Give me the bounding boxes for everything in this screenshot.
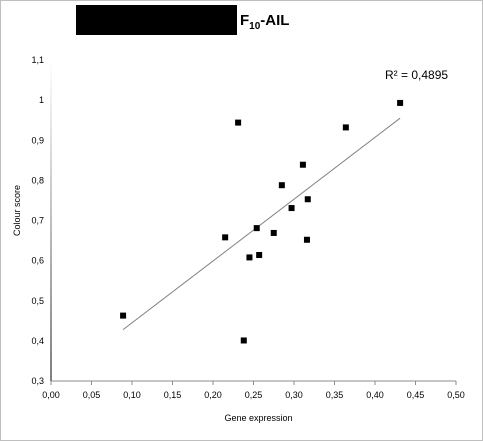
data-point xyxy=(240,337,247,344)
title-subscript: 10 xyxy=(249,21,261,32)
y-tick-label: 0,3 xyxy=(31,376,44,386)
data-point xyxy=(253,225,260,232)
y-tick-label: 0,9 xyxy=(31,135,44,145)
y-axis-line xyxy=(50,60,52,381)
y-tick-label: 1 xyxy=(39,95,44,105)
y-tick-label: 0,7 xyxy=(31,216,44,226)
x-tick-label: 0,35 xyxy=(326,390,344,400)
data-point xyxy=(235,119,242,126)
data-point xyxy=(256,252,263,259)
x-tick-label: 0,40 xyxy=(366,390,384,400)
x-tick-label: 0,10 xyxy=(123,390,141,400)
x-tick-label: 0,25 xyxy=(245,390,263,400)
x-axis-title: Gene expression xyxy=(224,413,292,423)
x-tick-label: 0,30 xyxy=(285,390,303,400)
chart-title: F10-AIL xyxy=(240,12,289,32)
x-tick-label: 0,05 xyxy=(83,390,101,400)
data-point xyxy=(278,182,285,189)
r-squared-label: R² = 0,4895 xyxy=(385,68,448,82)
data-points xyxy=(120,99,404,344)
data-point xyxy=(222,234,229,241)
x-tick-label: 0,50 xyxy=(447,390,465,400)
data-point xyxy=(304,196,311,203)
y-tick-label: 0,8 xyxy=(31,175,44,185)
y-tick-label: 0,6 xyxy=(31,256,44,266)
y-tick-label: 1,1 xyxy=(31,55,44,65)
y-axis-title: Colour score xyxy=(12,185,22,236)
title-base: F xyxy=(240,12,250,29)
data-point xyxy=(120,312,127,319)
data-point xyxy=(299,161,306,168)
y-tick-label: 0,4 xyxy=(31,336,44,346)
data-point xyxy=(270,229,277,236)
data-point xyxy=(397,99,404,106)
data-point xyxy=(246,254,253,261)
y-tick-label: 0,5 xyxy=(31,296,44,306)
x-tick-label: 0,20 xyxy=(204,390,222,400)
data-point xyxy=(303,236,310,243)
data-point xyxy=(342,124,349,131)
x-tick-label: 0,45 xyxy=(407,390,425,400)
y-axis: 0,3 0,4 0,5 0,6 0,7 0,8 0,9 1 1,1 xyxy=(31,55,52,386)
x-tick-label: 0,15 xyxy=(164,390,182,400)
title-suffix: -AIL xyxy=(260,12,290,29)
trendline xyxy=(122,117,401,331)
trendline-group xyxy=(122,117,401,331)
data-point xyxy=(288,205,295,212)
x-tick-label: 0,00 xyxy=(42,390,60,400)
redacted-title-block xyxy=(76,5,237,35)
x-axis: 0,00 0,05 0,10 0,15 0,20 0,25 0,30 0,35 0,40 0,45… xyxy=(42,380,465,400)
